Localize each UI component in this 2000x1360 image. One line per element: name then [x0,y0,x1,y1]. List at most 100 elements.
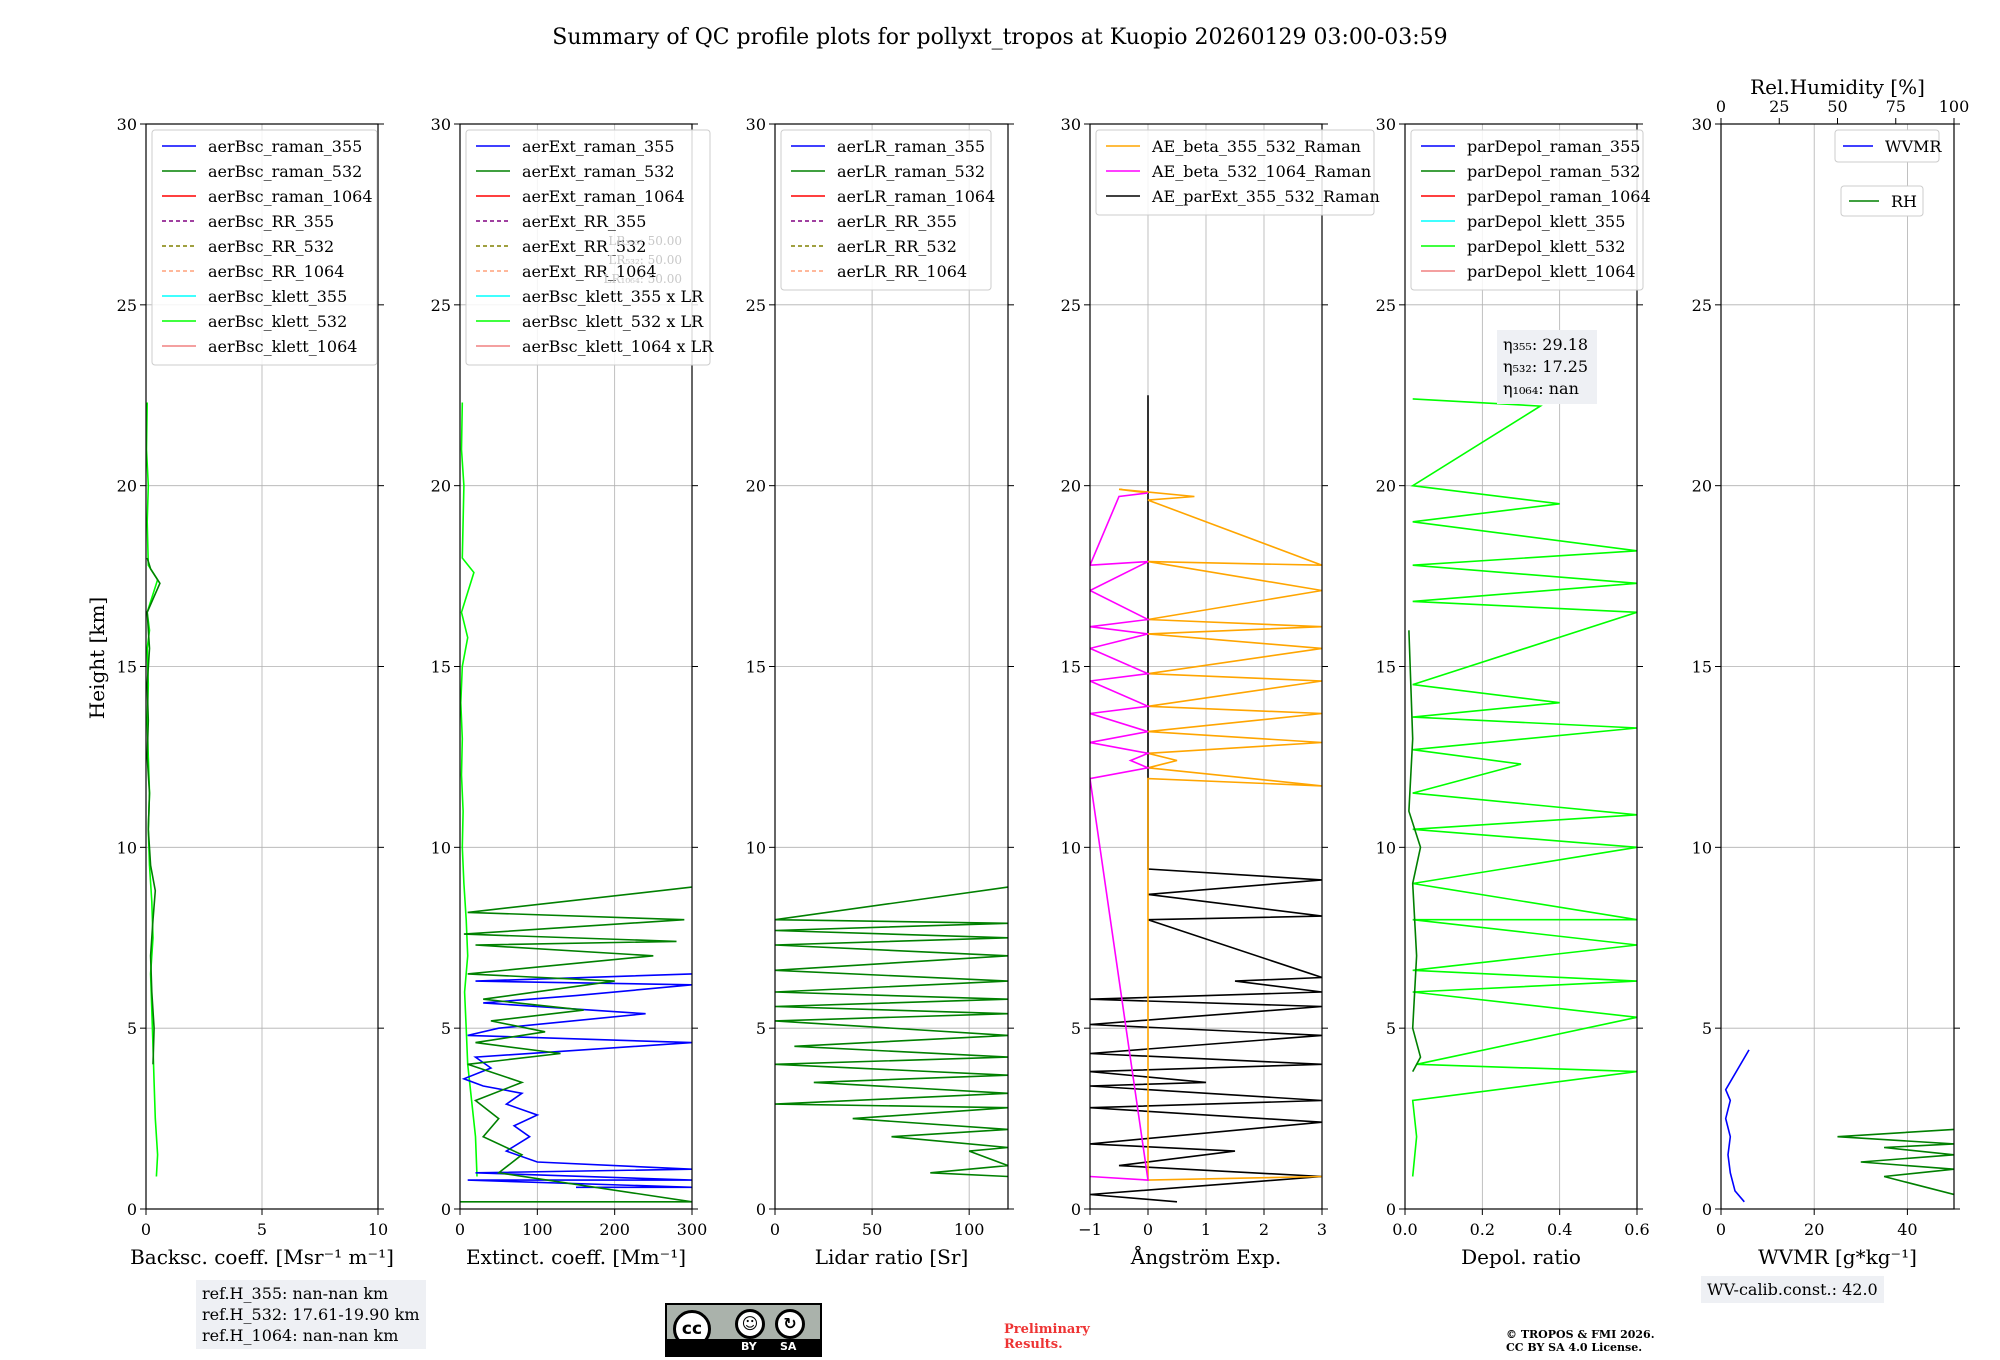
y-tick-label: 30 [746,115,766,134]
y-tick-label: 0 [127,1200,137,1219]
legend-label: parDepol_raman_1064 [1467,187,1651,206]
legend-label: aerExt_RR_532 [522,237,646,256]
eta-box [1497,330,1597,404]
eta-label: η₁₀₆₄: nan [1503,379,1579,398]
top-x-tick-label: 100 [1939,97,1970,116]
legend: AE_beta_355_532_Raman AE_beta_532_1064_Ra… [1095,129,1380,216]
y-tick-label: 0 [756,1200,766,1219]
top-x-tick-label: 0 [1716,97,1726,116]
x-tick-label: 0 [770,1220,780,1239]
y-tick-label: 25 [431,296,451,315]
legend-label: AE_beta_532_1064_Raman [1151,162,1371,181]
x-axis-label: Ångström Exp. [1130,1244,1281,1269]
y-tick-label: 15 [746,658,766,677]
legend: aerBsc_raman_355 aerBsc_raman_532 aerBsc_r… [151,129,378,366]
x-tick-label: 0 [1716,1220,1726,1239]
preliminary-results-note: Preliminary Results. [1004,1322,1090,1352]
y-tick-label: 0 [441,1200,451,1219]
legend-label: AE_parExt_355_532_Raman [1151,187,1380,206]
info-line: WV-calib.const.: 42.0 [1707,1280,1878,1299]
eta-label: η₅₃₂: 17.25 [1503,357,1588,376]
series-parDepol_raman_532 [1408,630,1422,1072]
series-aerBsc_raman_532 [146,557,161,1065]
legend-label: aerLR_raman_1064 [837,187,995,206]
y-tick-label: 10 [746,838,766,857]
lidar-ratio-label: LR₁₀₆₄: 50.00 [604,272,682,286]
y-tick-label: 5 [1071,1019,1081,1038]
legend-box [465,129,711,366]
x-axis-label: WVMR [g*kg⁻¹] [1758,1245,1917,1269]
legend-label: aerLR_RR_1064 [837,262,967,281]
series-RH [1837,1128,1954,1196]
series-aerBsc_klett_532 [146,402,159,1177]
x-tick-label: 0 [455,1220,465,1239]
series-aerLR_raman_532 [775,886,1008,1178]
legend-label: aerBsc_RR_532 [208,237,334,256]
series-aerExt_raman_532 [460,886,692,1203]
y-tick-label: 20 [117,477,137,496]
y-tick-label: 20 [1061,477,1081,496]
legend-label: RH [1891,192,1917,211]
legend-RH: RH [1840,185,1924,217]
legend-box [780,129,992,291]
legend-label: parDepol_raman_532 [1467,162,1640,181]
cc-license-badge[interactable]: cc ☺ ↻ BY SA [665,1303,822,1357]
x-axis-label: Lidar ratio [Sr] [815,1245,969,1269]
figure-title: Summary of QC profile plots for pollyxt_… [552,25,1447,50]
y-tick-label: 10 [1376,838,1396,857]
cc-by-label: BY [741,1340,757,1353]
share-alike-icon: ↻ [775,1309,805,1339]
wv-calib-box: WV-calib.const.: 42.0 [1701,1276,1884,1303]
legend: aerLR_raman_355 aerLR_raman_532 aerLR_rama… [780,129,995,291]
x-tick-label: 0 [141,1220,151,1239]
y-tick-label: 0 [1702,1200,1712,1219]
series-AE_parExt_355_532_Raman [1090,395,1322,1203]
y-tick-label: 5 [756,1019,766,1038]
y-tick-label: 25 [1692,296,1712,315]
legend-box [1410,129,1644,291]
y-tick-label: 15 [431,658,451,677]
series-parDepol_klett_532 [1410,398,1637,1177]
x-tick-label: 50 [862,1220,882,1239]
series-group [1724,1049,1954,1203]
top-axis-label: Rel.Humidity [%] [1750,75,1925,99]
legend-label: aerBsc_klett_1064 x LR [522,337,714,356]
legend-WVMR: WVMR [1834,129,1942,163]
y-tick-label: 15 [1692,658,1712,677]
y-tick-label: 25 [1061,296,1081,315]
series-group [1408,398,1637,1177]
legend-label: aerLR_raman_532 [837,162,985,181]
series-aerBsc_klett_532 x LR [460,402,478,1177]
copyright-line-2: CC BY SA 4.0 License. [1506,1341,1643,1354]
legend-label: aerExt_RR_355 [522,212,646,231]
panel-depolarization: 0 5 10 15 20 25 30 0.0 0.2 0.4 0.6 Depol. ratio parD… [1376,115,1651,1269]
legend-label: parDepol_klett_532 [1467,237,1625,256]
x-axis-label: Backsc. coeff. [Msr⁻¹ m⁻¹] [130,1245,394,1269]
x-tick-label: 10 [368,1220,388,1239]
legend-label: aerBsc_klett_532 x LR [522,312,704,331]
legend-label: aerExt_raman_1064 [522,187,685,206]
lidar-ratio-label: LR₃₅₅: 50.00 [608,234,682,248]
y-axis-label: Height [km] [85,597,109,719]
y-tick-label: 25 [1376,296,1396,315]
legend-label: aerBsc_klett_355 [208,287,347,306]
x-tick-label: −1 [1078,1220,1102,1239]
y-tick-label: 20 [431,477,451,496]
y-tick-label: 0 [1386,1200,1396,1219]
legend-label: aerBsc_raman_1064 [208,187,373,206]
legend-box [151,129,378,366]
series-AE_beta_355_532_Raman [1118,488,1322,1181]
legend-label: aerBsc_raman_355 [208,137,362,156]
y-tick-label: 20 [1692,477,1712,496]
series-group [460,402,692,1203]
reference-height-box: ref.H_355: nan-nan km ref.H_532: 17.61-19… [196,1280,426,1349]
y-tick-label: 30 [1376,115,1396,134]
y-tick-label: 5 [1386,1019,1396,1038]
y-tick-label: 30 [1692,115,1712,134]
series-aerExt_raman_355 [461,973,692,1189]
y-tick-label: 0 [1071,1200,1081,1219]
legend-label: aerBsc_RR_1064 [208,262,344,281]
x-tick-label: 1 [1201,1220,1211,1239]
